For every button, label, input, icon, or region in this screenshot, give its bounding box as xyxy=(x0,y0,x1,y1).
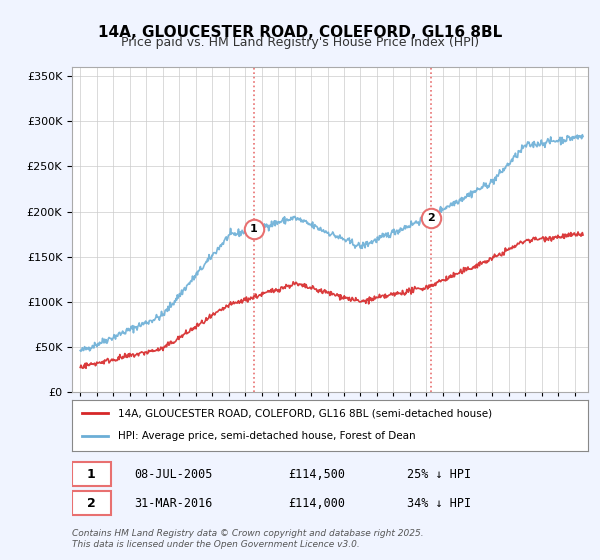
Text: HPI: Average price, semi-detached house, Forest of Dean: HPI: Average price, semi-detached house,… xyxy=(118,431,416,441)
Text: 14A, GLOUCESTER ROAD, COLEFORD, GL16 8BL: 14A, GLOUCESTER ROAD, COLEFORD, GL16 8BL xyxy=(98,25,502,40)
Text: 1: 1 xyxy=(250,225,257,234)
Text: 14A, GLOUCESTER ROAD, COLEFORD, GL16 8BL (semi-detached house): 14A, GLOUCESTER ROAD, COLEFORD, GL16 8BL… xyxy=(118,408,493,418)
Text: 25% ↓ HPI: 25% ↓ HPI xyxy=(407,468,472,480)
Text: 2: 2 xyxy=(427,213,434,222)
Text: £114,000: £114,000 xyxy=(289,497,346,510)
FancyBboxPatch shape xyxy=(72,491,110,515)
Text: 1: 1 xyxy=(87,468,95,480)
Text: 34% ↓ HPI: 34% ↓ HPI xyxy=(407,497,472,510)
Text: Price paid vs. HM Land Registry's House Price Index (HPI): Price paid vs. HM Land Registry's House … xyxy=(121,36,479,49)
Text: £114,500: £114,500 xyxy=(289,468,346,480)
Text: 31-MAR-2016: 31-MAR-2016 xyxy=(134,497,212,510)
Text: 08-JUL-2005: 08-JUL-2005 xyxy=(134,468,212,480)
Text: Contains HM Land Registry data © Crown copyright and database right 2025.
This d: Contains HM Land Registry data © Crown c… xyxy=(72,529,424,549)
Text: 2: 2 xyxy=(87,497,95,510)
FancyBboxPatch shape xyxy=(72,462,110,486)
